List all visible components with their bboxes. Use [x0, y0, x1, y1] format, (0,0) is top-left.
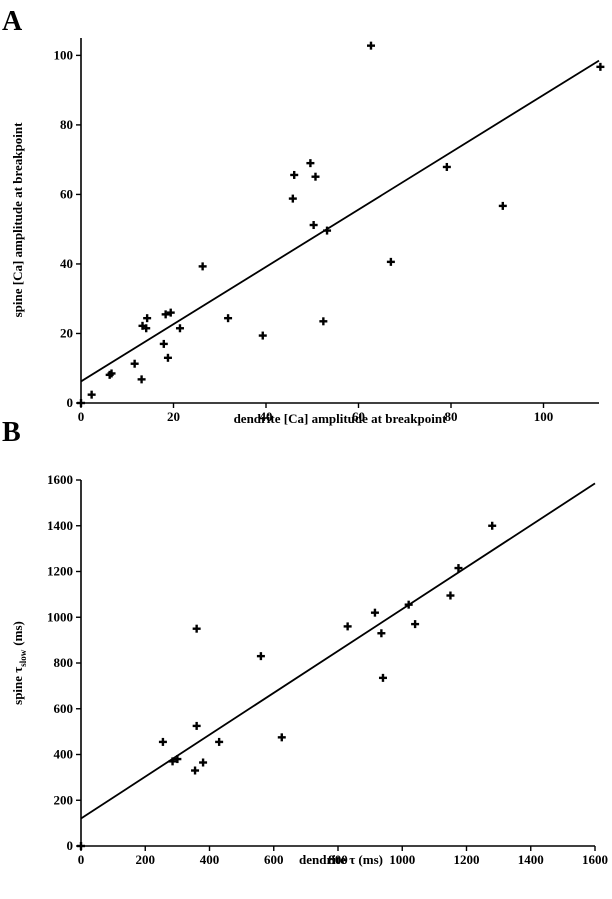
data-point: [256, 652, 265, 661]
panel-b-y-axis-label: spine τslow (ms): [10, 621, 28, 705]
data-point: [224, 314, 233, 323]
panel-b-x-axis-label: dendrite τ (ms): [299, 852, 383, 867]
x-tick-label: 400: [200, 852, 220, 867]
y-tick-label: 40: [60, 256, 73, 271]
y-tick-label: 0: [67, 395, 74, 410]
data-point: [377, 629, 386, 638]
y-tick-label: 400: [54, 747, 74, 762]
x-tick-label: 60: [352, 409, 365, 424]
panel-a-x-axis-label: dendrite [Ca] amplitude at breakpoint: [234, 411, 447, 426]
data-point: [192, 721, 201, 730]
x-tick-label: 1600: [582, 852, 608, 867]
x-tick-label: 100: [534, 409, 554, 424]
data-point: [386, 257, 395, 266]
y-tick-label: 80: [60, 117, 73, 132]
data-point: [143, 314, 152, 323]
x-tick-label: 800: [328, 852, 348, 867]
data-point: [77, 842, 85, 850]
data-point: [137, 375, 146, 384]
x-tick-label: 20: [167, 409, 180, 424]
panel-b-chart: B 0 200 400 600 800 1000 1200 1400 1600 0 200 400 60…: [2, 417, 608, 867]
data-point: [306, 159, 315, 168]
data-point: [309, 221, 318, 230]
y-tick-label: 1600: [47, 472, 73, 487]
data-point: [173, 755, 182, 764]
data-point: [161, 310, 170, 319]
data-point: [130, 359, 139, 368]
x-tick-label: 600: [264, 852, 284, 867]
y-tick-label: 1200: [47, 564, 73, 579]
data-point: [319, 317, 328, 326]
x-tick-label: 200: [136, 852, 156, 867]
y-tick-label: 1000: [47, 609, 73, 624]
data-point: [168, 757, 177, 766]
data-point: [288, 194, 297, 203]
y-tick-label: 200: [54, 792, 74, 807]
panel-a-letter: A: [2, 6, 23, 37]
data-point: [446, 591, 455, 600]
data-point: [404, 600, 413, 609]
x-tick-label: 0: [78, 409, 85, 424]
panel-a-regression-line: [80, 59, 600, 383]
x-tick-label: 0: [78, 852, 85, 867]
panel-a-ticks: 0 20 40 60 80 100 0 20 40 60 80 100: [54, 47, 554, 424]
data-point: [142, 324, 151, 333]
data-point: [175, 324, 184, 333]
data-point: [378, 673, 387, 682]
panel-b-regression-line: [80, 482, 596, 820]
data-point: [411, 620, 420, 629]
data-point: [442, 162, 451, 171]
x-tick-label: 1400: [518, 852, 544, 867]
y-tick-label: 800: [54, 655, 74, 670]
panel-b-points: [77, 521, 497, 850]
y-tick-label: 60: [60, 186, 73, 201]
data-point: [215, 737, 224, 746]
panel-b-y-label-sub: slow: [18, 649, 28, 667]
data-point: [192, 624, 201, 633]
data-point: [158, 737, 167, 746]
panel-a-y-axis-label: spine [Ca] amplitude at breakpoint: [10, 122, 25, 317]
y-tick-label: 0: [67, 838, 74, 853]
panel-b-y-label-unit: (ms): [10, 621, 25, 646]
data-point: [166, 308, 175, 317]
panel-a-points: [77, 41, 605, 407]
panel-a-chart: A 0 20 40 60 80 100 0 20 40 60 80 100 dendrite [Ca]…: [2, 6, 605, 426]
data-point: [596, 62, 605, 71]
x-tick-label: 80: [445, 409, 458, 424]
panel-b-ticks: 0 200 400 600 800 1000 1200 1400 1600 0 200 400 600 8…: [47, 472, 608, 867]
data-point: [488, 521, 497, 530]
data-point: [159, 339, 168, 348]
data-point: [366, 41, 375, 50]
x-tick-label: 40: [260, 409, 273, 424]
data-point: [290, 170, 299, 179]
data-point: [343, 622, 352, 631]
data-point: [454, 564, 463, 573]
data-point: [277, 733, 286, 742]
panel-b-letter: B: [2, 417, 21, 448]
data-point: [77, 399, 85, 407]
data-point: [198, 262, 207, 271]
y-tick-label: 1400: [47, 518, 73, 533]
y-tick-label: 600: [54, 701, 74, 716]
y-tick-label: 100: [54, 47, 74, 62]
data-point: [87, 390, 96, 399]
x-tick-label: 1000: [389, 852, 415, 867]
data-point: [323, 226, 332, 235]
data-point: [311, 172, 320, 181]
data-point: [370, 608, 379, 617]
data-point: [191, 766, 200, 775]
x-tick-label: 1200: [454, 852, 480, 867]
data-point: [163, 353, 172, 362]
panel-b-y-label-main: spine τ: [10, 667, 25, 705]
data-point: [258, 331, 267, 340]
data-point: [199, 758, 208, 767]
y-tick-label: 20: [60, 325, 73, 340]
data-point: [107, 369, 116, 378]
data-point: [498, 201, 507, 210]
